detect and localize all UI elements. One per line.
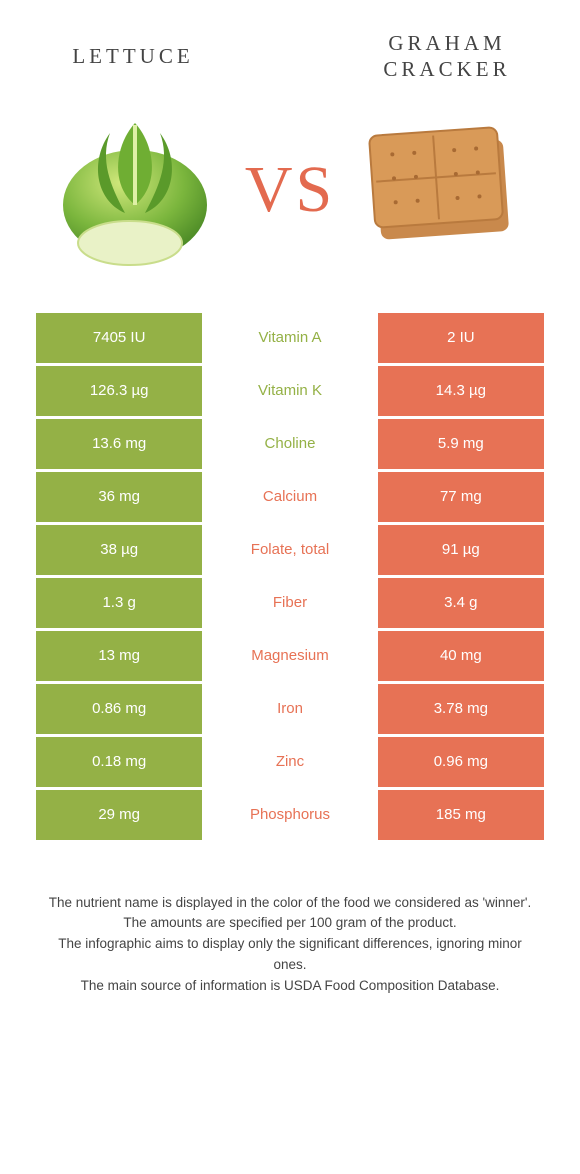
nutrient-name-cell: Choline bbox=[205, 419, 374, 469]
table-row: 0.86 mgIron3.78 mg bbox=[36, 684, 544, 737]
table-row: 38 µgFolate, total91 µg bbox=[36, 525, 544, 578]
left-value-cell: 29 mg bbox=[36, 790, 205, 840]
right-value-cell: 77 mg bbox=[375, 472, 544, 522]
right-food-title: GRAHAM CRACKER bbox=[350, 30, 544, 83]
table-row: 7405 IUVitamin A2 IU bbox=[36, 313, 544, 366]
footer-line-3: The infographic aims to display only the… bbox=[40, 934, 540, 976]
vs-label: VS bbox=[245, 152, 335, 228]
right-value-cell: 3.78 mg bbox=[375, 684, 544, 734]
nutrient-comparison-table: 7405 IUVitamin A2 IU126.3 µgVitamin K14.… bbox=[36, 313, 544, 843]
nutrient-name-cell: Vitamin A bbox=[205, 313, 374, 363]
table-row: 29 mgPhosphorus185 mg bbox=[36, 790, 544, 843]
left-value-cell: 13 mg bbox=[36, 631, 205, 681]
nutrient-name-cell: Fiber bbox=[205, 578, 374, 628]
right-value-cell: 185 mg bbox=[375, 790, 544, 840]
infographic-container: LETTUCE GRAHAM CRACKER VS bbox=[0, 0, 580, 1174]
table-row: 13.6 mgCholine5.9 mg bbox=[36, 419, 544, 472]
nutrient-name-cell: Calcium bbox=[205, 472, 374, 522]
table-row: 13 mgMagnesium40 mg bbox=[36, 631, 544, 684]
left-value-cell: 36 mg bbox=[36, 472, 205, 522]
footer-line-1: The nutrient name is displayed in the co… bbox=[40, 893, 540, 914]
nutrient-name-cell: Folate, total bbox=[205, 525, 374, 575]
nutrient-name-cell: Magnesium bbox=[205, 631, 374, 681]
right-value-cell: 5.9 mg bbox=[375, 419, 544, 469]
right-value-cell: 91 µg bbox=[375, 525, 544, 575]
left-value-cell: 1.3 g bbox=[36, 578, 205, 628]
table-row: 1.3 gFiber3.4 g bbox=[36, 578, 544, 631]
footer-notes: The nutrient name is displayed in the co… bbox=[36, 893, 544, 998]
nutrient-name-cell: Iron bbox=[205, 684, 374, 734]
left-value-cell: 126.3 µg bbox=[36, 366, 205, 416]
right-value-cell: 0.96 mg bbox=[375, 737, 544, 787]
left-value-cell: 38 µg bbox=[36, 525, 205, 575]
right-value-cell: 40 mg bbox=[375, 631, 544, 681]
left-value-cell: 13.6 mg bbox=[36, 419, 205, 469]
left-value-cell: 0.86 mg bbox=[36, 684, 205, 734]
left-food-title: LETTUCE bbox=[36, 43, 230, 69]
nutrient-name-cell: Zinc bbox=[205, 737, 374, 787]
table-row: 0.18 mgZinc0.96 mg bbox=[36, 737, 544, 790]
nutrient-name-cell: Phosphorus bbox=[205, 790, 374, 840]
right-value-cell: 14.3 µg bbox=[375, 366, 544, 416]
footer-line-2: The amounts are specified per 100 gram o… bbox=[40, 913, 540, 934]
right-value-cell: 2 IU bbox=[375, 313, 544, 363]
left-value-cell: 7405 IU bbox=[36, 313, 205, 363]
left-value-cell: 0.18 mg bbox=[36, 737, 205, 787]
right-value-cell: 3.4 g bbox=[375, 578, 544, 628]
lettuce-icon bbox=[55, 105, 225, 275]
hero-row: VS bbox=[36, 95, 544, 285]
title-row: LETTUCE GRAHAM CRACKER bbox=[36, 30, 544, 83]
table-row: 126.3 µgVitamin K14.3 µg bbox=[36, 366, 544, 419]
nutrient-name-cell: Vitamin K bbox=[205, 366, 374, 416]
table-row: 36 mgCalcium77 mg bbox=[36, 472, 544, 525]
graham-cracker-icon bbox=[355, 120, 525, 260]
footer-line-4: The main source of information is USDA F… bbox=[40, 976, 540, 997]
